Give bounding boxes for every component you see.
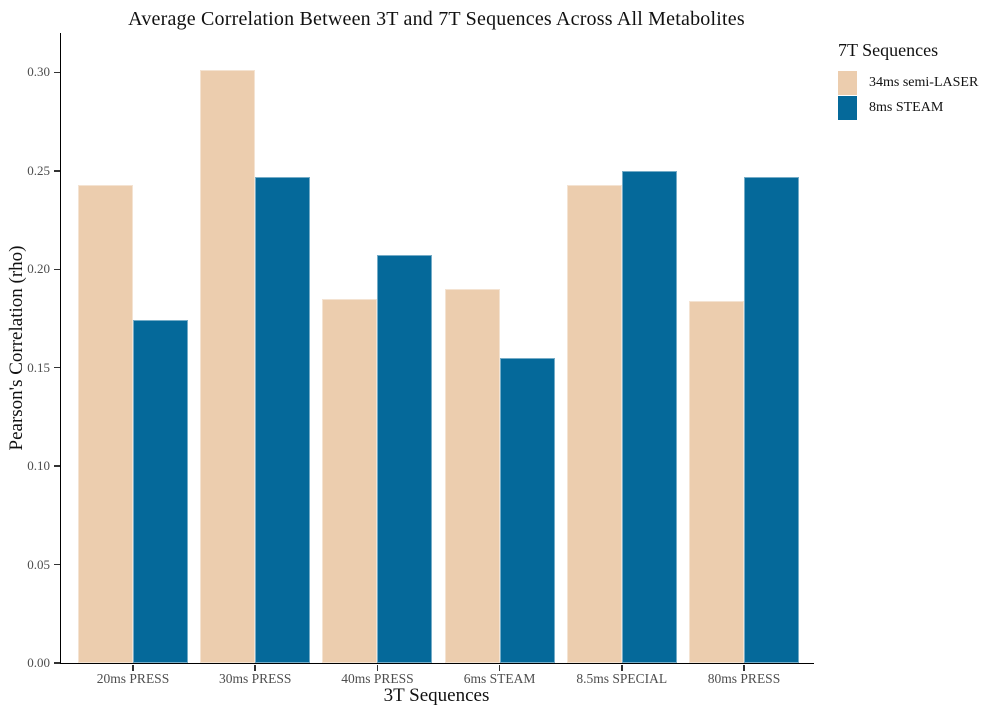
x-tick-mark: [621, 664, 623, 671]
legend-item-label: 34ms semi-LASER: [869, 75, 979, 90]
bar: [322, 298, 378, 663]
bar: [566, 184, 622, 663]
x-tick-mark: [743, 664, 745, 671]
x-tick-label: 8.5ms SPECIAL: [576, 671, 668, 686]
y-tick-mark: [53, 268, 60, 270]
y-tick-label: 0.00: [27, 655, 50, 670]
x-tick-mark: [376, 664, 379, 671]
legend-items: 34ms semi-LASER 8ms STEAM: [838, 71, 978, 120]
x-tick-label: 80ms PRESS: [707, 671, 781, 686]
y-tick-label: 0.25: [27, 162, 50, 178]
x-tick-mark: [132, 664, 134, 671]
y-axis-title: Pearson's Correlation (rho): [6, 245, 27, 451]
legend: 7T Sequences 34ms semi-LASER 8ms STEAM: [838, 40, 978, 120]
y-tick-label: 0.20: [27, 261, 50, 277]
x-tick-label: 40ms PRESS: [341, 671, 414, 686]
x-axis-title: 3T Sequences: [383, 685, 490, 706]
chart-title: Average Correlation Between 3T and 7T Se…: [128, 8, 745, 30]
legend-item: 34ms semi-LASER: [838, 71, 978, 95]
bar: [621, 170, 677, 663]
bar: [78, 184, 133, 663]
y-tick-label: 0.10: [27, 458, 50, 474]
y-tick-mark: [53, 366, 60, 369]
bar: [744, 176, 799, 663]
y-tick-label: 0.05: [27, 556, 50, 572]
plot-panel: 0.00 0.05 0.10 0.15 0.20 0.25 0.30 20ms PRESS 30…: [27, 33, 814, 686]
x-tick-label: 6ms STEAM: [463, 671, 536, 686]
bar: [133, 320, 188, 663]
y-tick-label: 0.15: [27, 359, 50, 375]
y-tick-mark: [53, 71, 60, 74]
bar: [689, 300, 744, 663]
legend-title: 7T Sequences: [838, 40, 939, 60]
x-tick-mark: [498, 664, 501, 671]
bar: [255, 176, 311, 663]
y-tick-mark: [53, 662, 60, 664]
legend-swatch: [838, 71, 857, 95]
bar: [200, 70, 256, 663]
legend-item-label: 8ms STEAM: [869, 100, 944, 115]
legend-item: 8ms STEAM: [838, 96, 978, 120]
x-tick-label: 20ms PRESS: [96, 671, 170, 686]
bar: [444, 288, 500, 663]
y-tick-mark: [53, 170, 60, 172]
y-tick-mark: [53, 563, 60, 566]
x-tick-label: 30ms PRESS: [218, 671, 292, 686]
bar: [377, 255, 433, 663]
y-tick-mark: [53, 465, 60, 467]
x-tick-mark: [254, 664, 256, 671]
legend-swatch: [838, 96, 857, 120]
bar: [499, 357, 555, 663]
y-tick-label: 0.30: [27, 64, 50, 80]
